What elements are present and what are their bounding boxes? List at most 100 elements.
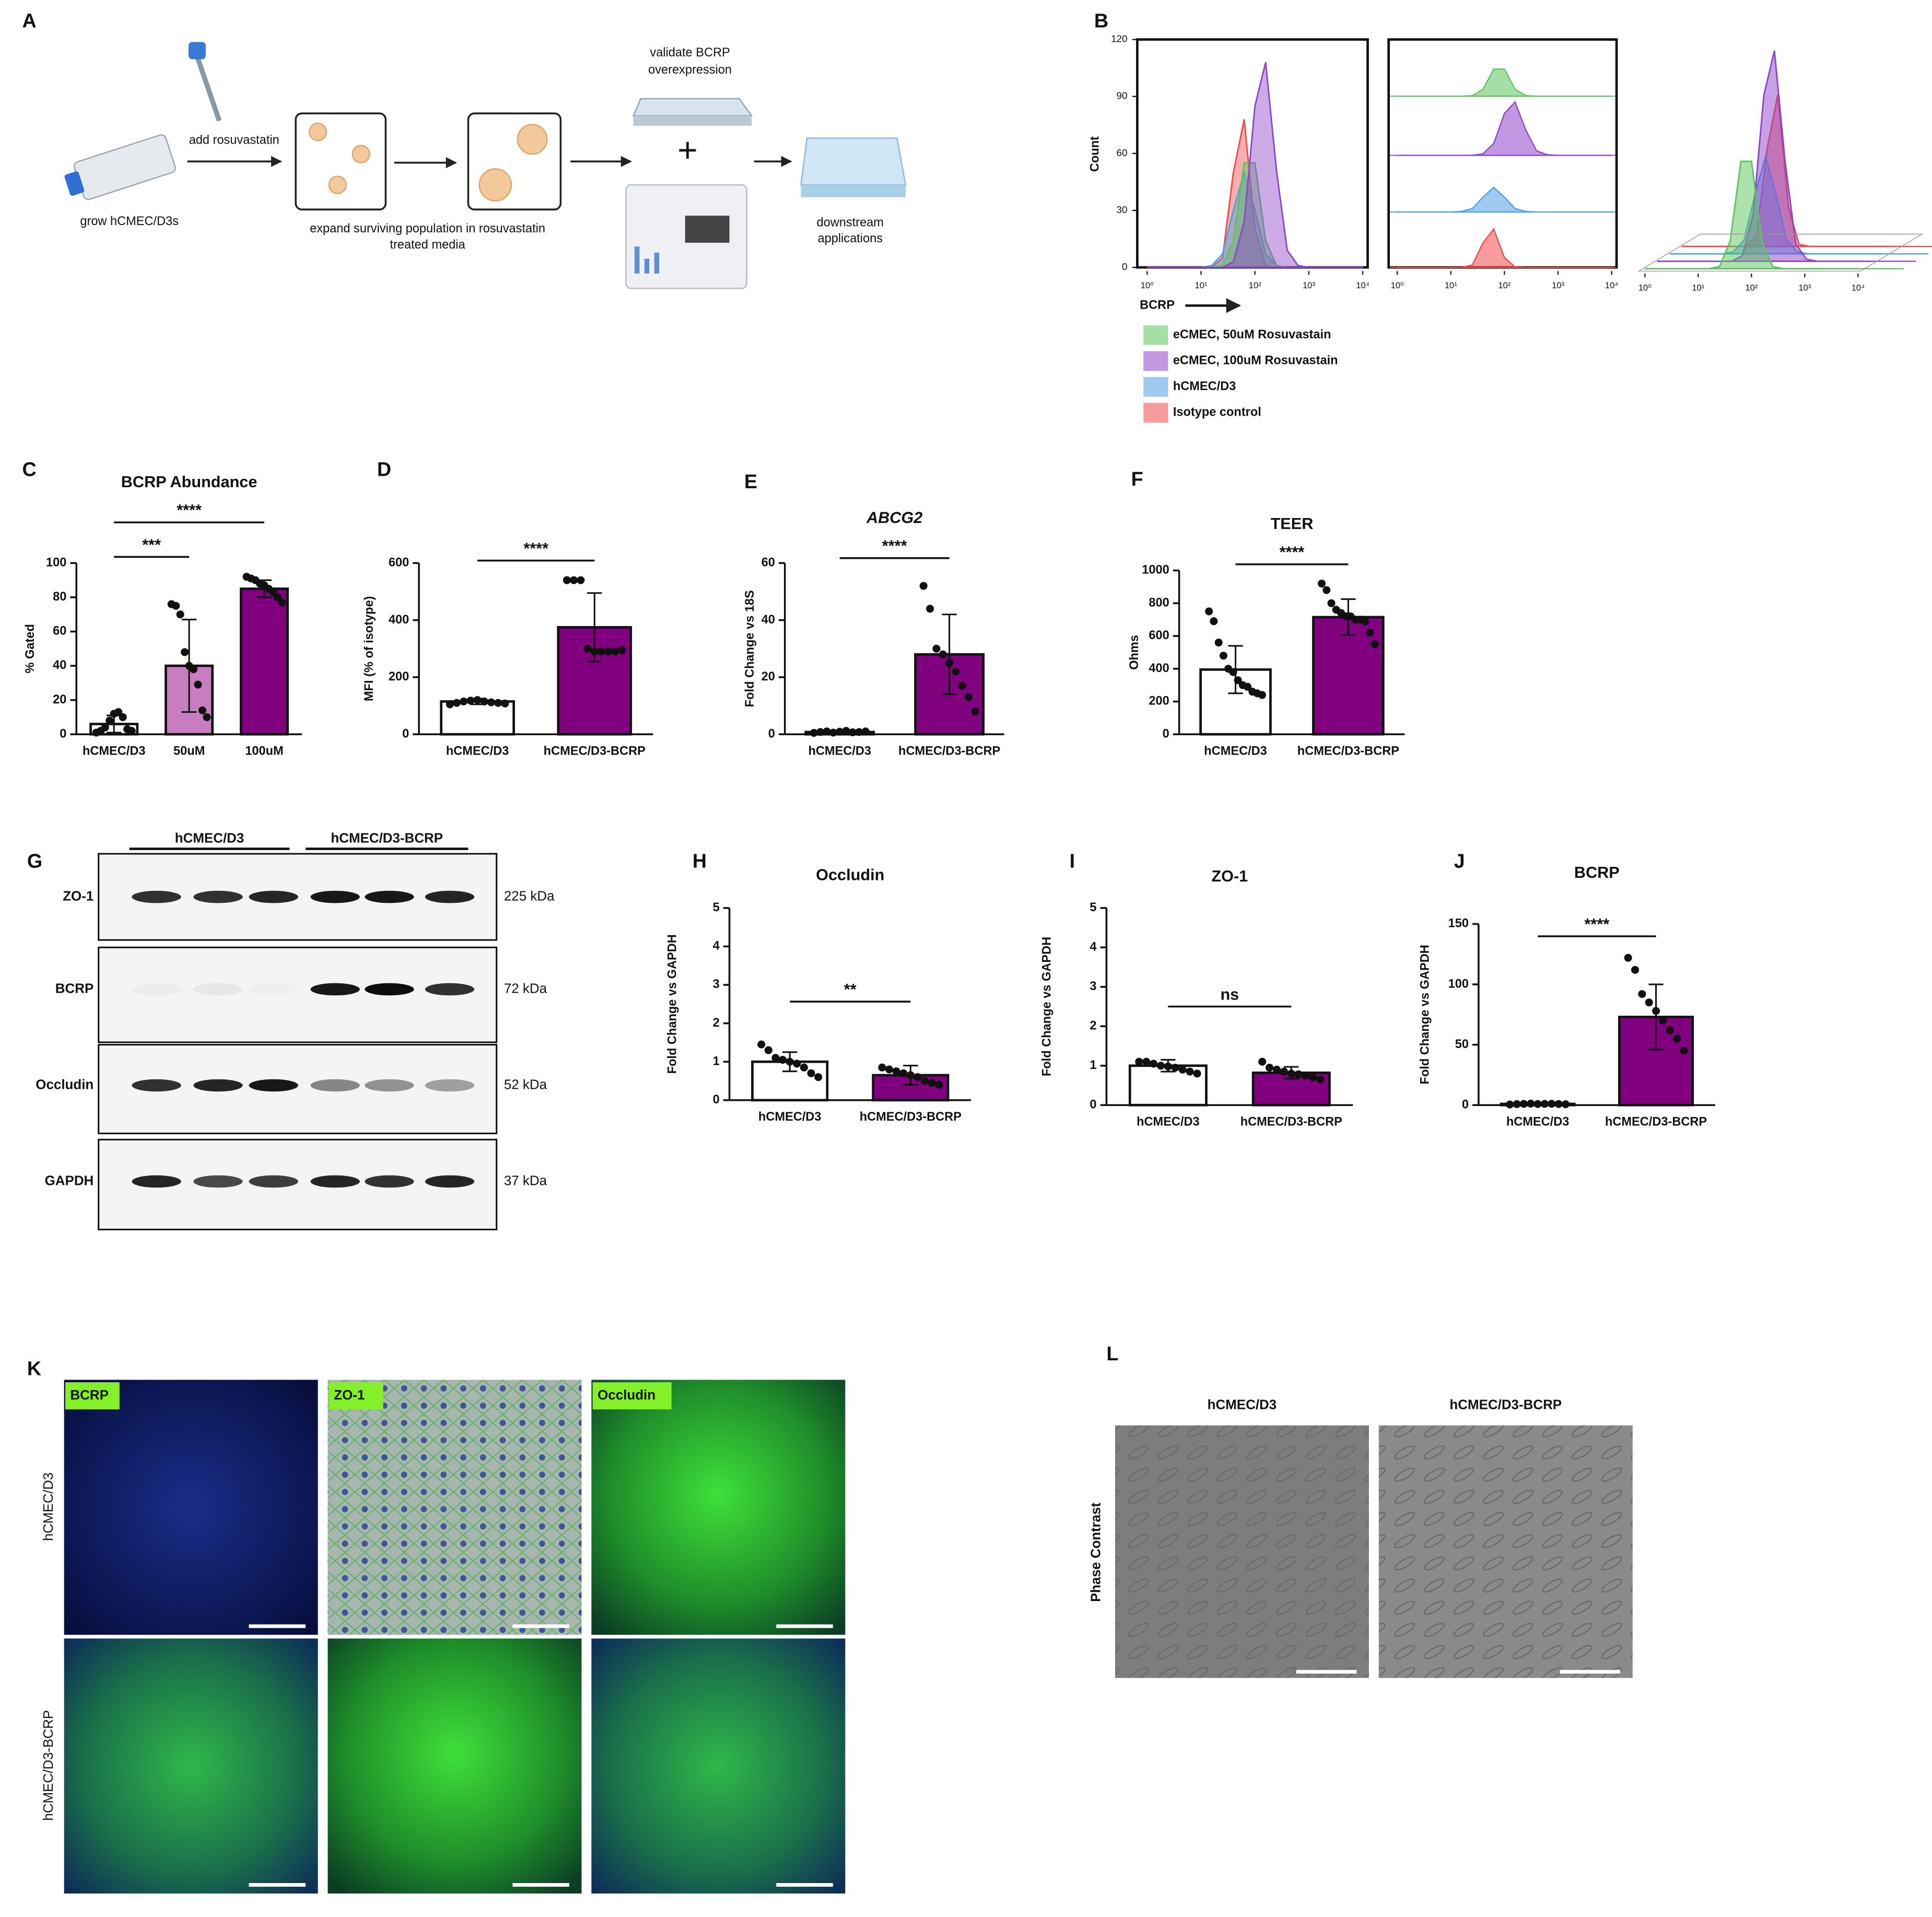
x-tick-label: hCMEC/D3 xyxy=(758,1110,822,1123)
data-point xyxy=(1316,1075,1325,1084)
data-point xyxy=(800,1063,808,1072)
significance-label: *** xyxy=(142,536,161,554)
plate xyxy=(800,137,907,186)
data-point xyxy=(119,713,127,721)
blot-band xyxy=(193,983,243,996)
y-tick-label: 0 xyxy=(1122,261,1128,272)
data-point xyxy=(1258,1057,1267,1066)
stain-label: BCRP xyxy=(70,1388,108,1403)
x-tick-label: 10² xyxy=(1498,281,1511,290)
panel-label: D xyxy=(377,458,391,480)
blot-band xyxy=(365,890,414,903)
phase-column-label: hCMEC/D3 xyxy=(1208,1398,1277,1413)
panel-label: H xyxy=(693,850,707,872)
schematic-art xyxy=(64,42,907,289)
data-point xyxy=(906,1071,915,1079)
histogram-area xyxy=(1147,62,1363,268)
x-tick-label: 10¹ xyxy=(1195,281,1208,290)
x-tick-label: hCMEC/D3 xyxy=(1204,744,1267,757)
blot-band xyxy=(132,983,181,996)
significance-label: **** xyxy=(1584,915,1609,933)
data-point xyxy=(446,700,454,709)
data-point xyxy=(814,1073,823,1081)
data-point xyxy=(1258,691,1266,699)
blot-band xyxy=(365,1175,414,1188)
y-tick-label: 200 xyxy=(1149,694,1169,708)
y-tick-label: 800 xyxy=(1149,595,1169,609)
plate xyxy=(632,98,753,117)
blot-group-label: hCMEC/D3 xyxy=(175,831,244,846)
data-point xyxy=(487,698,496,707)
dish xyxy=(467,112,562,210)
instrument-panel xyxy=(685,215,730,243)
data-point xyxy=(1205,607,1213,616)
legend-swatch xyxy=(1143,377,1168,397)
x-tick-label: 10³ xyxy=(1303,281,1315,290)
data-point xyxy=(1645,998,1653,1007)
data-point xyxy=(786,1057,794,1066)
y-tick-label: 60 xyxy=(53,624,66,638)
data-point xyxy=(1302,1072,1310,1080)
pipette xyxy=(192,48,222,122)
blot-band xyxy=(249,1175,298,1188)
y-tick-label: 600 xyxy=(389,555,409,569)
data-point xyxy=(1186,1067,1194,1076)
data-point xyxy=(1309,1073,1317,1081)
x-tick-label: hCMEC/D3-BCRP xyxy=(544,744,646,757)
blot-band xyxy=(249,1079,298,1092)
x-tick-label: hCMEC/D3 xyxy=(446,744,509,757)
histogram-area xyxy=(1397,68,1612,97)
data-point xyxy=(203,713,211,721)
dish xyxy=(295,112,387,210)
y-tick-label: 20 xyxy=(762,669,775,683)
data-point xyxy=(892,1067,900,1076)
y-axis-label: Fold Change vs GAPDH xyxy=(1039,937,1053,1076)
y-axis-label: Fold Change vs GAPDH xyxy=(1418,945,1432,1084)
data-point xyxy=(757,1040,766,1049)
blot-band xyxy=(132,1175,181,1188)
data-point xyxy=(494,699,502,707)
x-tick-label: hCMEC/D3-BCRP xyxy=(1240,1114,1342,1128)
data-point xyxy=(181,648,189,656)
y-tick-label: 20 xyxy=(53,692,66,706)
data-point xyxy=(939,650,947,658)
y-tick-label: 30 xyxy=(1117,204,1128,215)
stain-label: ZO-1 xyxy=(334,1388,365,1403)
y-tick-label: 120 xyxy=(1111,33,1127,44)
data-point xyxy=(1317,579,1326,588)
data-point xyxy=(452,699,461,707)
data-point xyxy=(919,582,928,590)
y-tick-label: 3 xyxy=(1090,979,1096,993)
data-point xyxy=(778,1055,787,1064)
blot-band xyxy=(249,983,298,996)
data-point xyxy=(1156,1062,1165,1070)
data-point xyxy=(269,588,277,596)
phase-row-label: Phase Contrast xyxy=(1088,1502,1103,1602)
data-point xyxy=(842,727,850,735)
y-tick-label: 2 xyxy=(713,1016,720,1029)
data-point xyxy=(1178,1065,1187,1074)
x-tick-label: 10⁰ xyxy=(1638,284,1652,293)
data-point xyxy=(764,1046,772,1054)
blot-band xyxy=(365,983,414,996)
data-point xyxy=(194,680,202,689)
legend-swatch xyxy=(1143,403,1168,423)
data-point xyxy=(935,1080,943,1089)
blot-band xyxy=(310,983,360,996)
data-point xyxy=(932,644,941,653)
data-point xyxy=(921,1077,929,1085)
data-point xyxy=(1229,668,1237,676)
x-tick-label: 10² xyxy=(1249,281,1261,290)
y-tick-label: 0 xyxy=(402,726,409,740)
y-tick-label: 5 xyxy=(713,900,720,914)
data-point xyxy=(570,576,578,584)
chart-title: TEER xyxy=(1271,515,1314,533)
phase-texture xyxy=(1378,1425,1633,1678)
schematic-label: add rosuvastatin xyxy=(189,133,279,146)
y-tick-label: 100 xyxy=(46,555,66,569)
data-point xyxy=(1366,629,1374,637)
data-point xyxy=(101,723,109,732)
x-tick-label: 10¹ xyxy=(1445,281,1457,290)
micrograph xyxy=(591,1638,846,1894)
